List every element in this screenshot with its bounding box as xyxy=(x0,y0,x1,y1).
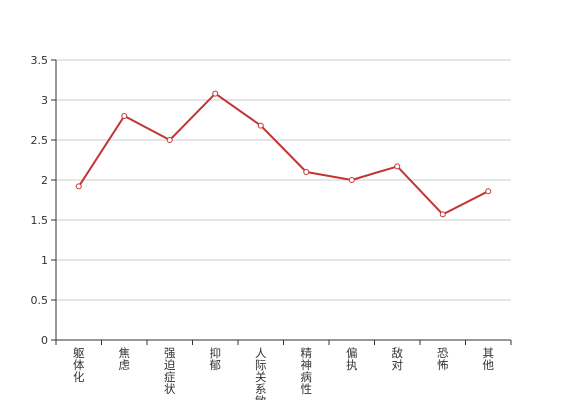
data-point xyxy=(166,137,173,143)
y-tick-label: 3.5 xyxy=(31,54,49,67)
y-tick-label: 2.5 xyxy=(31,134,49,147)
x-axis-tick-labels: 躯体化 焦虑 强迫症状 抑郁 人际关系敏感 精神病性 偏执 敌对 恐怖 其他 xyxy=(73,346,495,400)
data-point xyxy=(485,188,492,195)
y-tick-label: 0.5 xyxy=(31,294,49,307)
x-tick-label: 抑郁 xyxy=(210,346,222,372)
x-tick-label: 敌对 xyxy=(392,346,404,372)
grid-lines xyxy=(56,59,511,301)
x-tick-label: 人际关系敏感 xyxy=(255,346,267,400)
x-tick-label: 强迫症状 xyxy=(164,346,176,396)
series-line xyxy=(77,92,489,216)
series-markers xyxy=(75,90,492,218)
y-tick-label: 2 xyxy=(41,174,48,187)
x-tick-label: 偏执 xyxy=(346,346,358,372)
x-tick-label: 焦虑 xyxy=(119,346,131,372)
y-axis-tick-labels: 0 0.5 1 1.5 2 2.5 3 3.5 xyxy=(31,54,49,347)
y-tick-label: 3 xyxy=(41,94,48,107)
series-line xyxy=(77,92,489,216)
x-tick-label: 其他 xyxy=(483,346,495,372)
y-tick-label: 0 xyxy=(41,334,48,347)
x-tick-label: 恐怖 xyxy=(437,346,449,372)
y-tick-label: 1.5 xyxy=(31,214,49,227)
data-point xyxy=(212,90,219,97)
y-tick-label: 1 xyxy=(41,254,48,267)
data-point xyxy=(303,169,310,175)
data-point xyxy=(394,163,401,170)
x-tick-label: 躯体化 xyxy=(73,346,85,384)
data-point xyxy=(439,211,446,218)
axes xyxy=(51,59,512,345)
data-point xyxy=(75,183,82,190)
x-tick-label: 精神病性 xyxy=(301,346,313,396)
data-point xyxy=(348,177,355,183)
data-point xyxy=(121,113,128,119)
data-point xyxy=(257,122,264,129)
